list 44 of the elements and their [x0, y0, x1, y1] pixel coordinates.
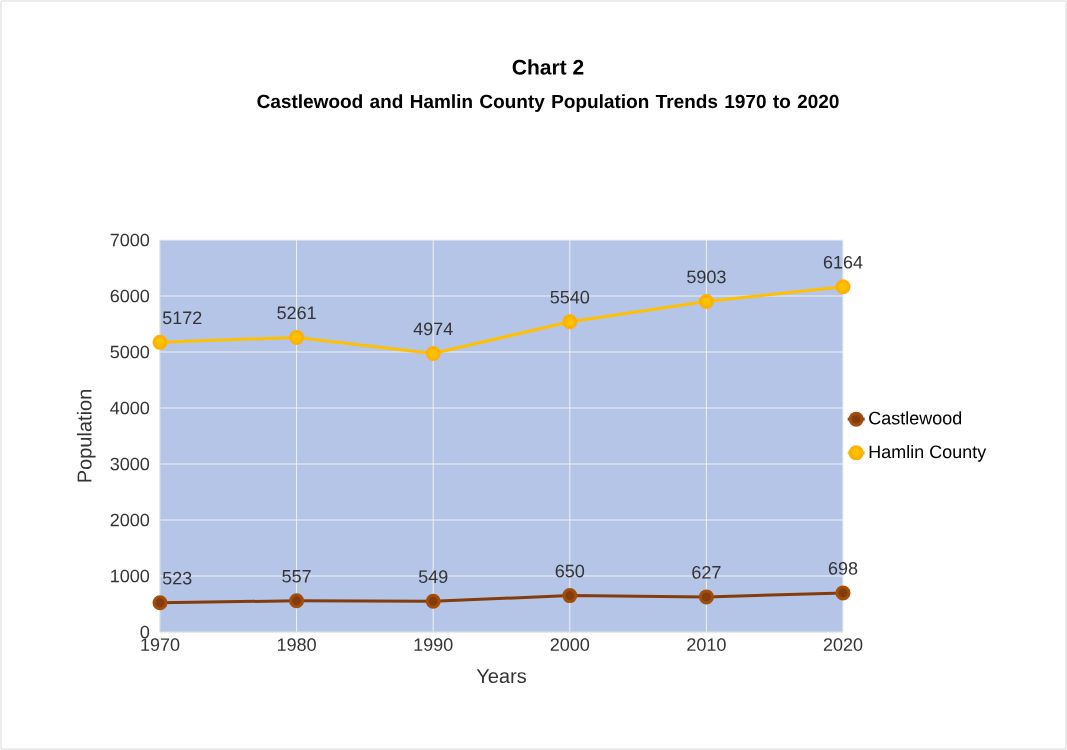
data-label: 5261: [277, 306, 316, 320]
point: [425, 345, 441, 361]
point: [698, 293, 714, 309]
x-tick-label: 1970: [141, 638, 180, 651]
x-axis-title: Years: [476, 669, 526, 684]
point: [562, 588, 578, 604]
data-label: 5903: [687, 270, 726, 284]
data-label: 6164: [823, 255, 863, 269]
data-label: 4974: [413, 322, 453, 336]
x-tick-label: 2020: [823, 638, 863, 651]
y-tick-label: 2000: [110, 513, 150, 527]
y-tick-label: 6000: [110, 289, 150, 303]
data-label: 698: [828, 561, 858, 575]
point: [289, 593, 305, 609]
x-tick-label: 1980: [277, 638, 316, 651]
point: [835, 279, 851, 295]
data-label: 627: [692, 565, 721, 579]
legend-label: Castlewood: [869, 411, 962, 425]
y-axis-title: Population: [76, 390, 96, 482]
data-label: 549: [418, 570, 448, 584]
point: [835, 585, 851, 601]
x-tick-label: 1990: [414, 638, 453, 651]
chart-title: Chart 2: [512, 59, 584, 75]
data-label: 650: [555, 564, 585, 578]
y-tick-label: 5000: [110, 345, 150, 359]
y-tick-label: 7000: [110, 233, 150, 247]
point: [425, 593, 441, 609]
point: [562, 314, 578, 330]
data-label: 523: [162, 571, 192, 585]
y-tick-label: 1000: [111, 569, 150, 583]
y-tick-label: 4000: [110, 401, 150, 415]
y-tick-label: 0: [140, 625, 150, 639]
y-tick-label: 3000: [110, 457, 150, 471]
legend-label: Hamlin County: [869, 444, 987, 462]
chart-subtitle: Castlewood and Hamlin County Population Trends 1970 to 2020: [257, 94, 839, 112]
data-label: 5540: [550, 290, 590, 304]
data-label: 5172: [162, 311, 202, 325]
point: [152, 595, 168, 611]
x-tick-label: 2010: [687, 638, 726, 651]
point: [152, 334, 168, 350]
point: [698, 589, 714, 605]
point: [289, 329, 305, 345]
x-tick-label: 2000: [550, 638, 590, 651]
data-label: 557: [282, 570, 311, 583]
